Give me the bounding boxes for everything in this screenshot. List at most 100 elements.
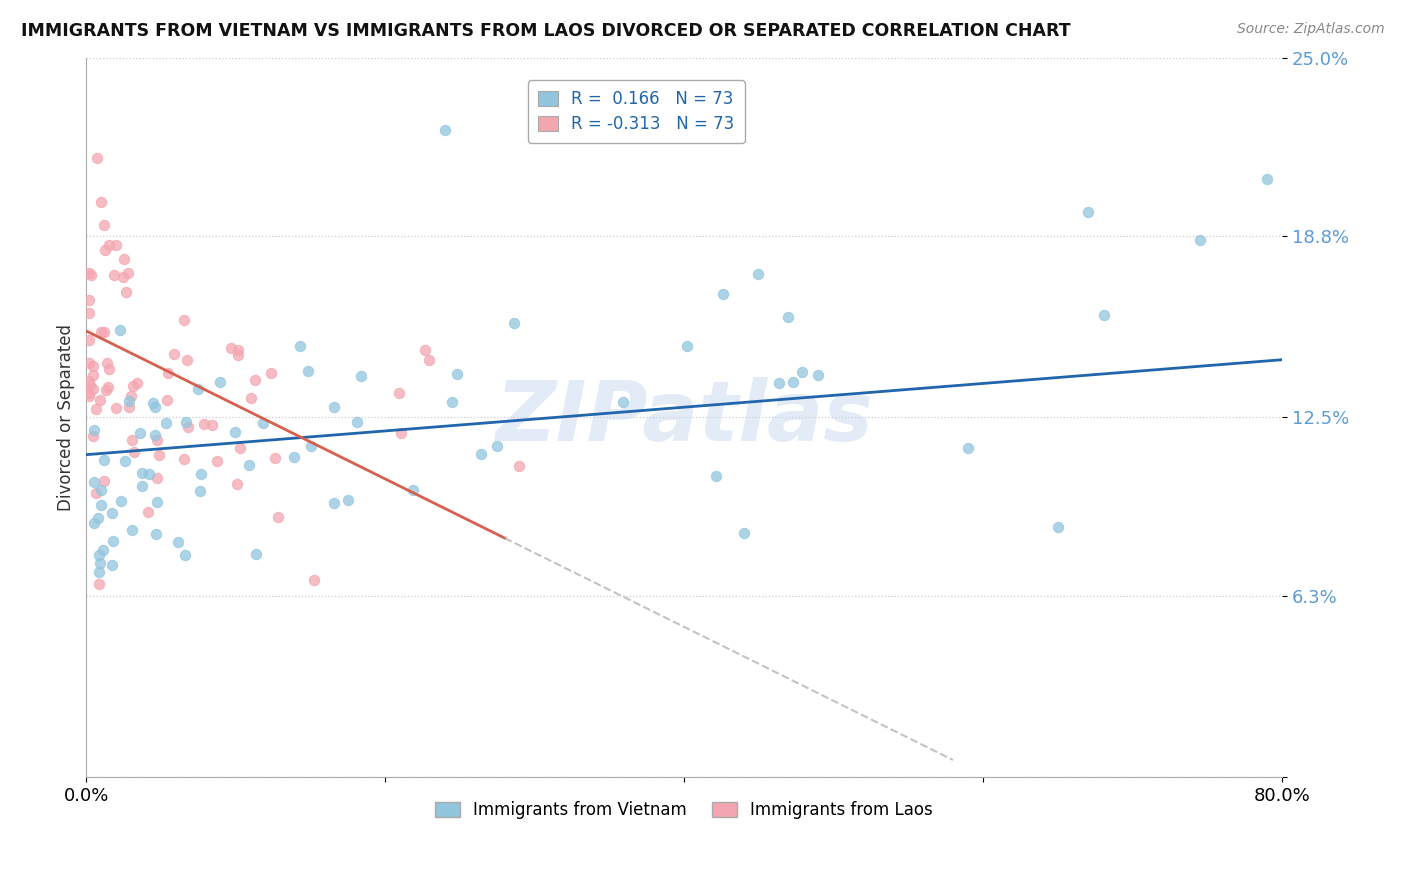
Point — [117, 267, 139, 281]
Point — [122, 379, 145, 393]
Point — [146, 494, 169, 508]
Point — [93, 243, 115, 257]
Point — [747, 267, 769, 281]
Point — [101, 506, 124, 520]
Point — [346, 415, 368, 429]
Point — [733, 525, 755, 540]
Point — [90, 483, 112, 497]
Point — [90, 194, 112, 209]
Point — [188, 484, 211, 499]
Point — [350, 369, 373, 384]
Point — [77, 266, 100, 280]
Point — [77, 356, 100, 370]
Point — [193, 417, 215, 432]
Point — [120, 389, 142, 403]
Point — [388, 385, 411, 400]
Point — [226, 343, 249, 358]
Point — [173, 548, 195, 562]
Point — [156, 392, 179, 407]
Point — [259, 366, 281, 380]
Point — [323, 400, 346, 414]
Point — [1077, 204, 1099, 219]
Point — [299, 439, 322, 453]
Point — [768, 376, 790, 390]
Point — [221, 341, 243, 355]
Point — [77, 389, 100, 403]
Point — [157, 367, 180, 381]
Point — [302, 573, 325, 587]
Point — [87, 576, 110, 591]
Point — [89, 556, 111, 570]
Point — [1189, 233, 1212, 247]
Point — [711, 286, 734, 301]
Point — [82, 359, 104, 373]
Point — [103, 534, 125, 549]
Point — [83, 475, 105, 489]
Point — [121, 523, 143, 537]
Point — [446, 367, 468, 381]
Point — [243, 373, 266, 387]
Point — [96, 356, 118, 370]
Point — [138, 467, 160, 481]
Point — [82, 429, 104, 443]
Point — [167, 534, 190, 549]
Point — [93, 218, 115, 232]
Point — [486, 439, 509, 453]
Point — [240, 391, 263, 405]
Point — [90, 498, 112, 512]
Point — [86, 152, 108, 166]
Point — [87, 548, 110, 562]
Point — [402, 483, 425, 497]
Point — [112, 269, 135, 284]
Point — [145, 527, 167, 541]
Point — [148, 448, 170, 462]
Point — [807, 368, 830, 382]
Point — [208, 375, 231, 389]
Point — [290, 339, 312, 353]
Point — [89, 392, 111, 407]
Point — [163, 347, 186, 361]
Text: ZIPatlas: ZIPatlas — [495, 376, 873, 458]
Text: Source: ZipAtlas.com: Source: ZipAtlas.com — [1237, 22, 1385, 37]
Point — [93, 474, 115, 488]
Point — [1256, 171, 1278, 186]
Point — [77, 333, 100, 347]
Point — [776, 310, 799, 324]
Point — [790, 365, 813, 379]
Point — [782, 376, 804, 390]
Point — [612, 395, 634, 409]
Point — [226, 476, 249, 491]
Point — [86, 511, 108, 525]
Point — [190, 467, 212, 481]
Point — [174, 415, 197, 429]
Point — [84, 486, 107, 500]
Point — [82, 368, 104, 383]
Point — [91, 543, 114, 558]
Point — [127, 376, 149, 391]
Point — [252, 416, 274, 430]
Point — [110, 323, 132, 337]
Point — [173, 313, 195, 327]
Point — [82, 382, 104, 396]
Point — [676, 339, 699, 353]
Point — [77, 386, 100, 401]
Point — [413, 343, 436, 357]
Point — [229, 442, 252, 456]
Point — [143, 400, 166, 414]
Point — [83, 516, 105, 530]
Point — [129, 426, 152, 441]
Point — [704, 469, 727, 483]
Text: IMMIGRANTS FROM VIETNAM VS IMMIGRANTS FROM LAOS DIVORCED OR SEPARATED CORRELATIO: IMMIGRANTS FROM VIETNAM VS IMMIGRANTS FR… — [21, 22, 1071, 40]
Point — [112, 252, 135, 266]
Point — [238, 458, 260, 472]
Point — [146, 433, 169, 447]
Point — [226, 348, 249, 362]
Point — [470, 447, 492, 461]
Point — [337, 492, 360, 507]
Point — [441, 395, 464, 409]
Point — [93, 325, 115, 339]
Point — [77, 293, 100, 307]
Point — [121, 433, 143, 447]
Point — [176, 353, 198, 368]
Point — [205, 453, 228, 467]
